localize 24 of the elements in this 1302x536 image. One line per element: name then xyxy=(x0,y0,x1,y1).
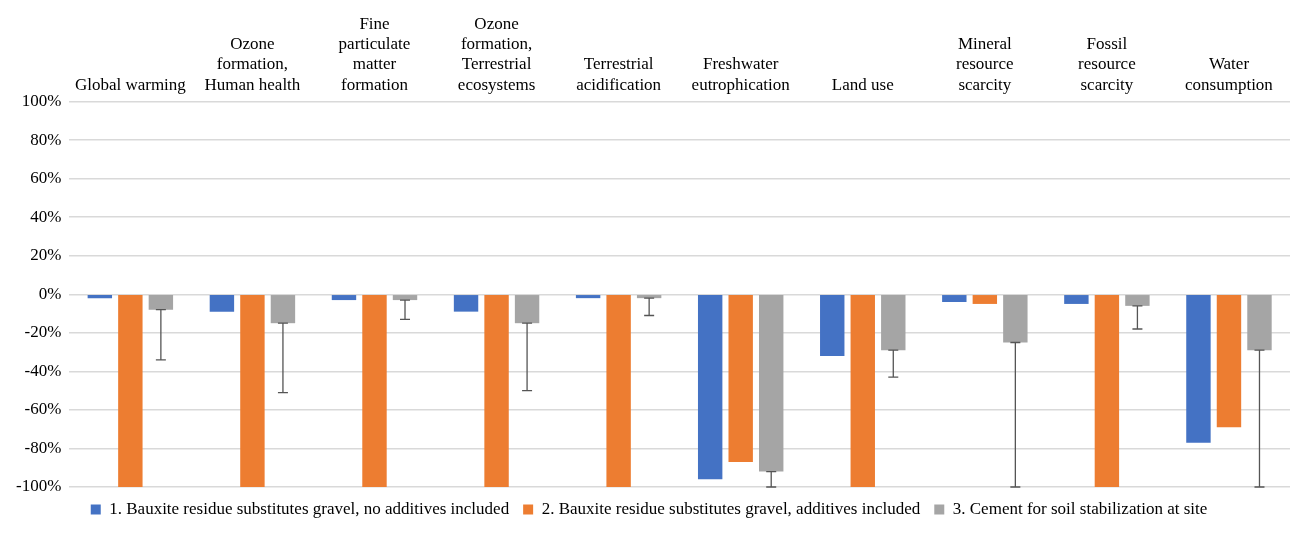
x-tick-label: Ozone formation, Human health xyxy=(204,34,301,94)
y-tick-label: 20% xyxy=(30,245,62,265)
y-tick-label: -40% xyxy=(24,360,62,380)
y-tick-label: 0% xyxy=(38,283,62,303)
y-tick-label: 80% xyxy=(30,129,62,149)
x-tick-label: Fine particulate matter formation xyxy=(338,13,411,94)
legend-label: 1. Bauxite residue substitutes gravel, no additives included xyxy=(109,498,510,518)
x-tick-label: Terrestrial acidification xyxy=(576,54,662,94)
y-tick-label: -20% xyxy=(24,322,62,342)
y-tick-label: 40% xyxy=(30,206,62,226)
legend-label: 3. Cement for soil stabilization at site xyxy=(952,498,1208,518)
x-tick-label: Water consumption xyxy=(1185,54,1274,94)
legend-label: 2. Bauxite residue substitutes gravel, additives included xyxy=(541,498,921,518)
y-tick-label: -100% xyxy=(15,476,62,496)
x-tick-label: Land use xyxy=(831,74,894,94)
x-tick-label: Freshwater eutrophication xyxy=(691,54,791,94)
y-tick-label: -60% xyxy=(24,399,62,419)
x-tick-label: Fossil resource scarcity xyxy=(1078,34,1136,94)
y-tick-label: 60% xyxy=(30,168,62,188)
x-tick-label: Ozone formation, Terrestrial ecosystems xyxy=(457,13,536,94)
x-tick-label: Global warming xyxy=(74,74,187,94)
x-tick-label: Mineral resource scarcity xyxy=(956,34,1014,94)
y-tick-label: -80% xyxy=(24,437,62,457)
y-tick-label: 100% xyxy=(21,91,62,111)
